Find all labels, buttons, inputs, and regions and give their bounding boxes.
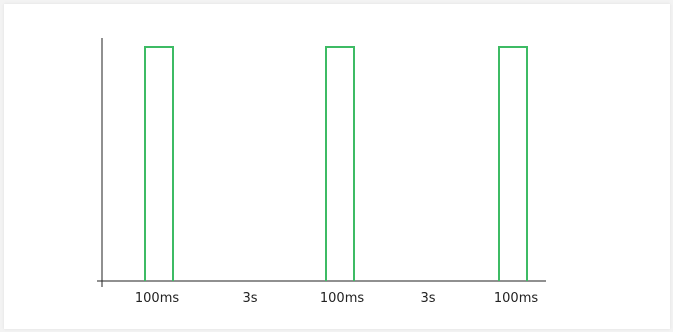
pulse-1	[144, 46, 174, 281]
pulse-1-duration-label: 100ms	[134, 291, 180, 306]
gap-2-duration-label: 3s	[420, 291, 436, 306]
gap-1-duration-label: 3s	[242, 291, 258, 306]
pulse-3	[498, 46, 528, 281]
pulse-3-duration-label: 100ms	[493, 291, 539, 306]
diagram-card	[4, 4, 670, 329]
pulse-2	[325, 46, 355, 281]
pulse-2-duration-label: 100ms	[319, 291, 365, 306]
